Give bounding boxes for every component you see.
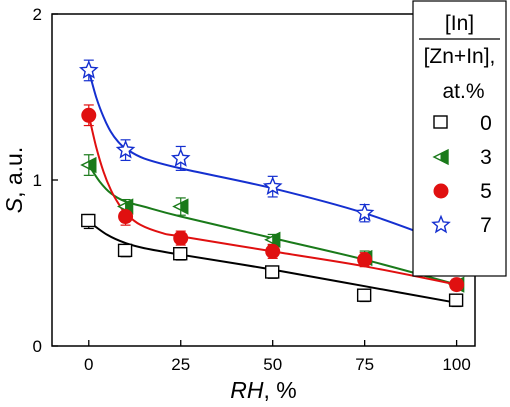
data-point-series-0 (81, 213, 96, 228)
y-axis-label-var: S (1, 197, 27, 213)
data-point-series-0 (173, 246, 188, 261)
axis-ticks: 0 25 50 75 100 0 1 2 (33, 5, 471, 374)
x-tick-label: 50 (263, 355, 282, 374)
data-point-series-5 (357, 252, 373, 268)
legend-items: 0 3 5 7 (431, 112, 492, 237)
data-point-series-0 (117, 243, 133, 258)
legend-item-0: 0 (433, 112, 492, 135)
fit-line-series-7 (87, 70, 457, 248)
legend-label-0: 0 (480, 112, 492, 135)
x-tick-label: 100 (442, 355, 470, 374)
fit-line-series-0 (88, 220, 457, 304)
legend-title-numerator: [In] (445, 12, 474, 35)
legend-label-3: 3 (480, 146, 492, 169)
plot-area-frame (51, 13, 476, 347)
legend-title-denominator: [Zn+In], (424, 45, 496, 68)
legend-marker-3 (432, 148, 449, 166)
marker-triangle-fill (272, 231, 281, 248)
legend-label-7: 7 (480, 214, 492, 237)
marker-triangle-fill (440, 149, 449, 165)
legend-marker-7 (431, 214, 451, 234)
data-point-series-0 (356, 288, 372, 302)
data-point-series-7 (354, 202, 375, 222)
data-point-series-0 (264, 265, 280, 279)
legend-marker-0 (433, 115, 448, 129)
legend: [In] [Zn+In], at.% 0 3 5 7 (412, 0, 507, 277)
x-tick-label: 75 (355, 355, 374, 374)
fit-line-series-3 (87, 164, 457, 286)
data-point-series-5 (173, 230, 189, 246)
marker-triangle-fill (88, 157, 97, 173)
y-tick-label: 2 (33, 5, 42, 24)
fit-line-series-5 (87, 115, 457, 286)
x-tick-label: 25 (171, 355, 190, 374)
x-axis-label-unit: , % (264, 377, 297, 403)
data-point-series-7 (170, 148, 191, 167)
data-point-series-5 (449, 277, 465, 293)
legend-title-unit: at.% (442, 80, 484, 103)
data-markers (78, 60, 467, 307)
data-point-series-3 (172, 198, 189, 215)
legend-marker-5 (433, 183, 449, 199)
data-point-series-7 (115, 139, 136, 159)
y-axis-label-unit: , a.u. (1, 147, 27, 198)
marker-triangle-fill (180, 198, 189, 215)
legend-item-7: 7 (431, 214, 492, 237)
data-point-series-3 (264, 231, 281, 248)
x-axis-label: RH, % (230, 377, 296, 403)
legend-item-5: 5 (433, 180, 492, 203)
data-point-series-5 (265, 243, 281, 259)
legend-box (412, 0, 507, 277)
data-point-series-7 (78, 60, 99, 79)
data-point-series-3 (80, 156, 97, 174)
legend-label-5: 5 (480, 180, 492, 203)
data-point-series-5 (81, 107, 97, 123)
legend-item-3: 3 (432, 146, 492, 169)
data-point-series-7 (262, 176, 283, 195)
y-axis-label: S, a.u. (1, 147, 27, 214)
x-tick-label: 0 (84, 355, 93, 374)
data-point-series-0 (448, 293, 464, 307)
data-point-series-5 (118, 209, 134, 225)
y-tick-label: 1 (33, 171, 42, 190)
x-axis-label-var: RH (230, 377, 264, 403)
y-tick-label: 0 (33, 337, 42, 356)
